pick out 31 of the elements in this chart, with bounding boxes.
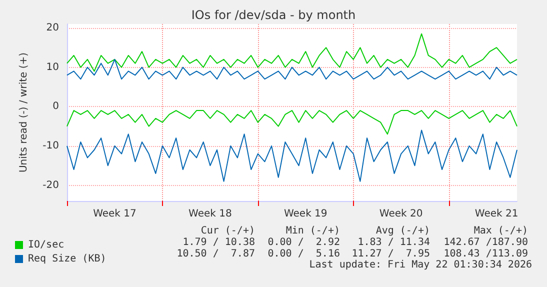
y-tick-label: -20 [42, 180, 59, 191]
legend-label: IO/sec [28, 240, 64, 250]
text: Avg (-/+) [376, 226, 430, 236]
line-series [66, 33, 518, 72]
x-tick-label: Week 20 [379, 208, 423, 220]
text: 11.27 / 7.95 [352, 248, 430, 260]
legend-label: Req Size (KB) [28, 254, 106, 264]
text: Last update: Fri May 22 01:30:34 2026 [309, 260, 532, 270]
text: 108.43 /113.09 [444, 248, 528, 260]
x-tick-label: Week 18 [188, 208, 232, 220]
text: 10.50 / 7.87 [176, 248, 255, 260]
text: Cur (-/+) [200, 226, 255, 236]
text: 1.83 / 11.34 [358, 237, 430, 248]
line-series [66, 58, 518, 80]
x-tick-label: Week 17 [93, 208, 136, 220]
x-tick-label: Week 19 [284, 208, 328, 220]
text: 0.00 / 5.16 [268, 248, 340, 260]
x-tick-label: Week 21 [474, 208, 518, 220]
y-tick-label: -10 [42, 140, 59, 152]
y-tick-label: 0 [52, 101, 59, 112]
text: 1.79 / 10.38 [182, 237, 255, 248]
text: 0.00 / 2.92 [268, 237, 340, 248]
text: 142.67 /187.90 [444, 237, 528, 248]
line-series [66, 130, 518, 182]
y-tick-label: 10 [46, 62, 59, 73]
line-series [66, 110, 518, 135]
y-axis-title: Units read (-) / write (+) [18, 52, 30, 173]
text: Min (-/+) [286, 226, 340, 236]
chart-title: IOs for /dev/sda - by month [191, 8, 356, 22]
y-tick-label: 20 [46, 22, 59, 34]
text: Max (-/+) [474, 226, 528, 236]
